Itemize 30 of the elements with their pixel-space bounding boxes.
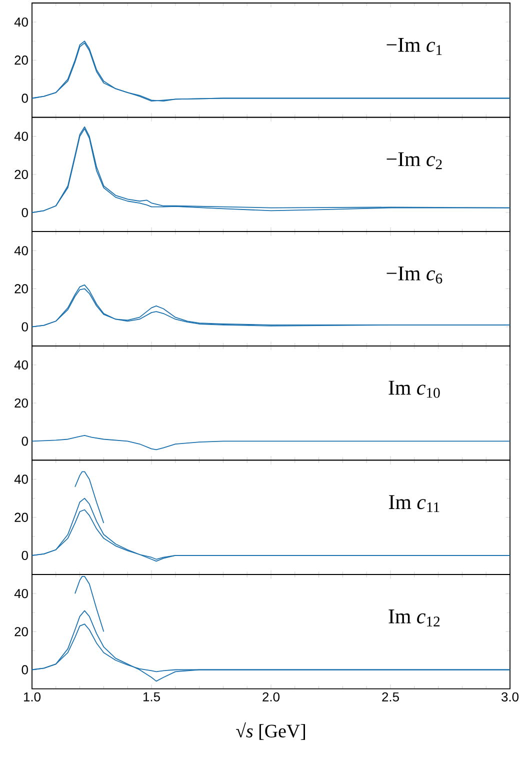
x-tick-label: 1.0 <box>24 692 40 702</box>
y-tick-label: 0 <box>22 550 28 560</box>
annotation: Im c$_{10}$ <box>388 380 440 398</box>
x-axis-title: √s [GeV] <box>236 722 306 740</box>
y-tick-label: 20 <box>14 627 28 636</box>
y-tick-label: 40 <box>14 360 28 370</box>
y-tick-label: 0 <box>22 208 28 218</box>
y-tick-label: 40 <box>14 474 28 484</box>
annotation: −Im c$_{1}$ <box>386 38 442 55</box>
annotation: −Im c$_{6}$ <box>386 266 442 284</box>
y-tick-label: 40 <box>14 588 28 598</box>
y-tick-label: 20 <box>14 512 28 522</box>
y-tick-label: 40 <box>14 132 28 141</box>
y-tick-label: 40 <box>14 17 28 27</box>
y-tick-label: 0 <box>22 665 28 674</box>
x-tick-label: 1.5 <box>143 692 160 702</box>
x-tick-label: 2.5 <box>382 692 399 702</box>
x-tick-label: 3.0 <box>502 692 519 702</box>
y-tick-label: 20 <box>14 284 28 294</box>
annotation: −Im c$_{2}$ <box>386 152 442 170</box>
y-tick-label: 20 <box>14 56 28 65</box>
y-tick-label: 40 <box>14 246 28 256</box>
annotation: Im c$_{11}$ <box>388 495 440 512</box>
y-tick-label: 0 <box>22 94 28 103</box>
y-tick-label: 0 <box>22 436 28 446</box>
y-tick-label: 20 <box>14 398 28 408</box>
y-tick-label: 20 <box>14 170 28 180</box>
annotation: Im c$_{12}$ <box>388 610 440 626</box>
y-tick-label: 0 <box>22 322 28 332</box>
x-tick-label: 2.0 <box>262 692 280 702</box>
